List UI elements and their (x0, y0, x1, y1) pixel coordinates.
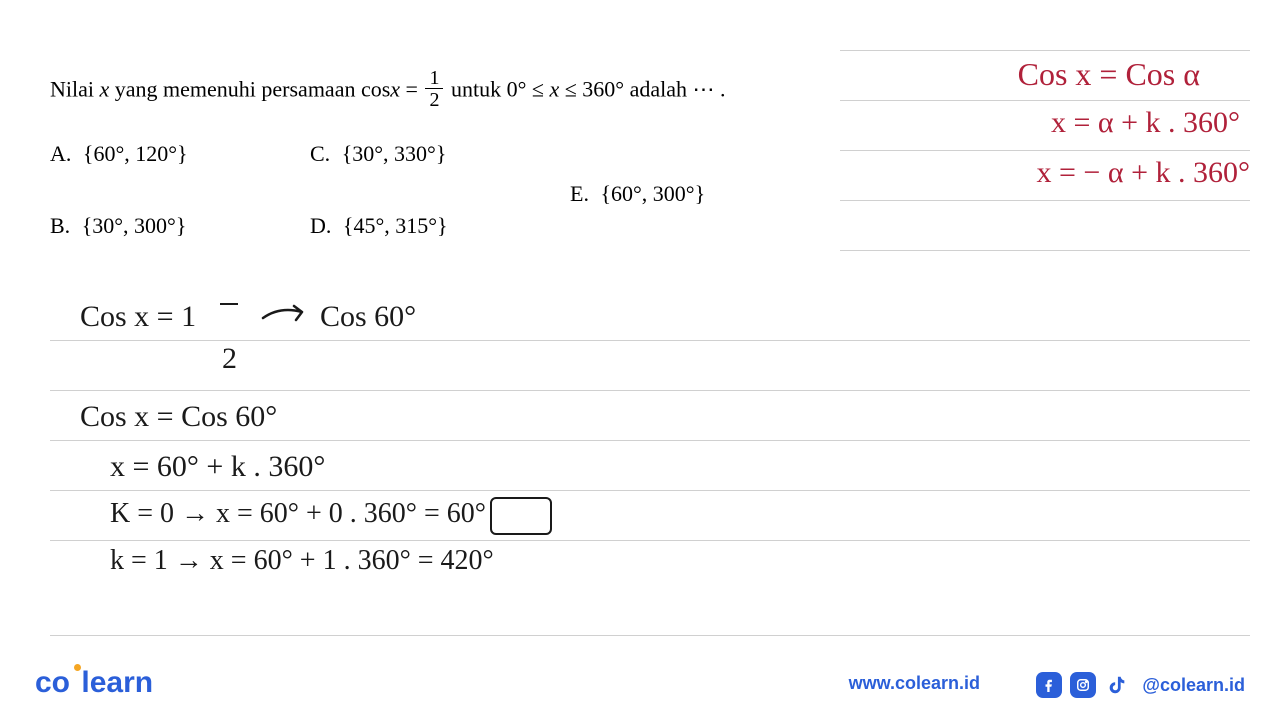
red-note-3: x = − α + k . 360° (1037, 156, 1250, 190)
footer: co learn www.colearn.id @colearn.id (0, 660, 1280, 700)
work-l1c: Cos 60° (320, 300, 416, 334)
rule-6 (50, 590, 1250, 591)
logo-co: co (35, 666, 70, 699)
opt-e-label: E. (570, 181, 589, 206)
work-arrow1 (260, 300, 310, 334)
instagram-icon[interactable] (1070, 672, 1096, 698)
rule-right-2 (840, 100, 1250, 101)
work-line1a: Cos x = 1 (80, 300, 196, 334)
work-l2: Cos x = Cos 60° (80, 400, 277, 434)
q-var2: x (390, 77, 400, 102)
option-d: D. {45°, 315°} (310, 213, 448, 239)
option-e: E. {60°, 300°} (570, 181, 705, 207)
frac-den: 2 (425, 89, 443, 111)
question-text: Nilai x yang memenuhi persamaan cosx = 1… (50, 70, 850, 113)
answer-box (490, 497, 552, 535)
opt-e-text: {60°, 300°} (600, 181, 705, 206)
logo-dot-icon (74, 664, 81, 671)
option-b: B. {30°, 300°} (50, 213, 186, 239)
q-prefix: Nilai (50, 77, 100, 102)
social-icons: @colearn.id (1036, 672, 1245, 698)
opt-a-text: {60°, 120°} (83, 141, 188, 166)
q-mid2: untuk 0° ≤ (445, 77, 549, 102)
rule-7 (50, 635, 1250, 636)
tiktok-icon[interactable] (1104, 672, 1130, 698)
rule-right-5 (840, 250, 1250, 251)
work-frac-line (220, 303, 238, 305)
q-mid3: ≤ 360° adalah ⋯ . (559, 77, 725, 102)
work-l1a: Cos x = 1 (80, 300, 196, 333)
rule-5 (50, 540, 1250, 541)
question-block: Nilai x yang memenuhi persamaan cosx = 1… (50, 70, 850, 271)
logo-learn: learn (81, 666, 153, 699)
rule-4 (50, 490, 1250, 491)
facebook-icon[interactable] (1036, 672, 1062, 698)
opt-a-label: A. (50, 141, 71, 166)
rule-right-1 (840, 50, 1250, 51)
option-c: C. {30°, 330°} (310, 141, 446, 167)
red-note-1: Cos x = Cos α (1018, 56, 1200, 93)
options-block: A. {60°, 120°} B. {30°, 300°} C. {30°, 3… (50, 141, 850, 271)
work-l1b: 2 (222, 342, 237, 376)
q-eq: = (400, 77, 423, 102)
social-handle[interactable]: @colearn.id (1142, 675, 1245, 696)
opt-c-label: C. (310, 141, 330, 166)
q-var3: x (549, 77, 559, 102)
rule-1 (50, 340, 1250, 341)
opt-b-label: B. (50, 213, 70, 238)
work-l5: k = 1 → x = 60° + 1 . 360° = 420° (110, 545, 494, 577)
logo: co learn (35, 666, 153, 700)
frac-num: 1 (425, 68, 443, 89)
work-l4: K = 0 → x = 60° + 0 . 360° = 60° (110, 498, 486, 530)
option-a: A. {60°, 120°} (50, 141, 188, 167)
opt-d-label: D. (310, 213, 331, 238)
work-l3: x = 60° + k . 360° (110, 450, 325, 484)
rule-right-4 (840, 200, 1250, 201)
q-fraction: 12 (425, 68, 443, 111)
q-mid1: yang memenuhi persamaan cos (109, 77, 390, 102)
opt-b-text: {30°, 300°} (82, 213, 187, 238)
opt-c-text: {30°, 330°} (342, 141, 447, 166)
q-var: x (100, 77, 110, 102)
rule-3 (50, 440, 1250, 441)
arrow-icon (260, 300, 310, 326)
rule-right-3 (840, 150, 1250, 151)
opt-d-text: {45°, 315°} (343, 213, 448, 238)
website-link[interactable]: www.colearn.id (849, 673, 980, 694)
rule-2 (50, 390, 1250, 391)
red-note-2: x = α + k . 360° (1051, 106, 1240, 140)
